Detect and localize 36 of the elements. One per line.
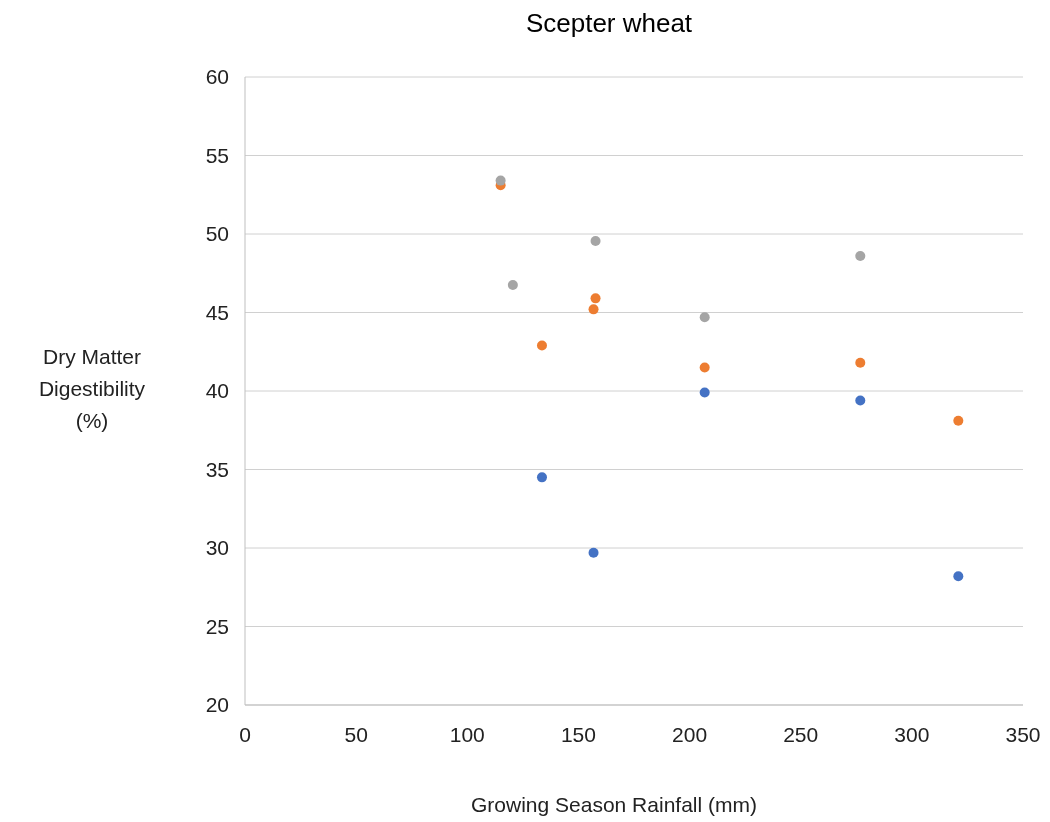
point: [536, 472, 547, 483]
y-axis-title: Dry Matter Digestibility (%): [38, 345, 146, 432]
y-tick-label: 55: [205, 143, 229, 167]
y-tick-label: 25: [205, 614, 229, 638]
x-tick-label: 250: [783, 723, 819, 747]
point: [507, 280, 518, 291]
y-tick-label: 60: [205, 65, 229, 89]
x-tick-label: 100: [449, 723, 485, 747]
x-tick-label: 300: [894, 723, 930, 747]
x-tick-label: 200: [672, 723, 708, 747]
point: [699, 387, 710, 398]
point: [590, 236, 601, 247]
x-tick-label: 350: [1005, 723, 1041, 747]
point: [699, 312, 710, 323]
point: [588, 304, 599, 315]
x-tick-label: 0: [239, 723, 251, 747]
point: [855, 395, 866, 406]
y-tick-label: 20: [205, 693, 229, 717]
point: [953, 571, 964, 582]
point: [590, 293, 601, 304]
y-tick-label: 35: [205, 457, 229, 481]
point: [495, 175, 506, 186]
point: [855, 250, 866, 261]
x-axis-title: Growing Season Rainfall (mm): [471, 793, 757, 816]
point: [953, 415, 964, 426]
x-tick-label: 150: [560, 723, 596, 747]
y-tick-label: 30: [205, 536, 229, 560]
point: [588, 547, 599, 558]
x-tick-label: 50: [344, 723, 368, 747]
y-tick-label: 40: [205, 379, 229, 403]
point: [855, 357, 866, 368]
chart-title: Scepter wheat: [525, 8, 693, 38]
point: [536, 340, 547, 351]
y-tick-label: 45: [205, 300, 229, 324]
point: [699, 362, 710, 373]
y-tick-label: 50: [205, 222, 229, 246]
